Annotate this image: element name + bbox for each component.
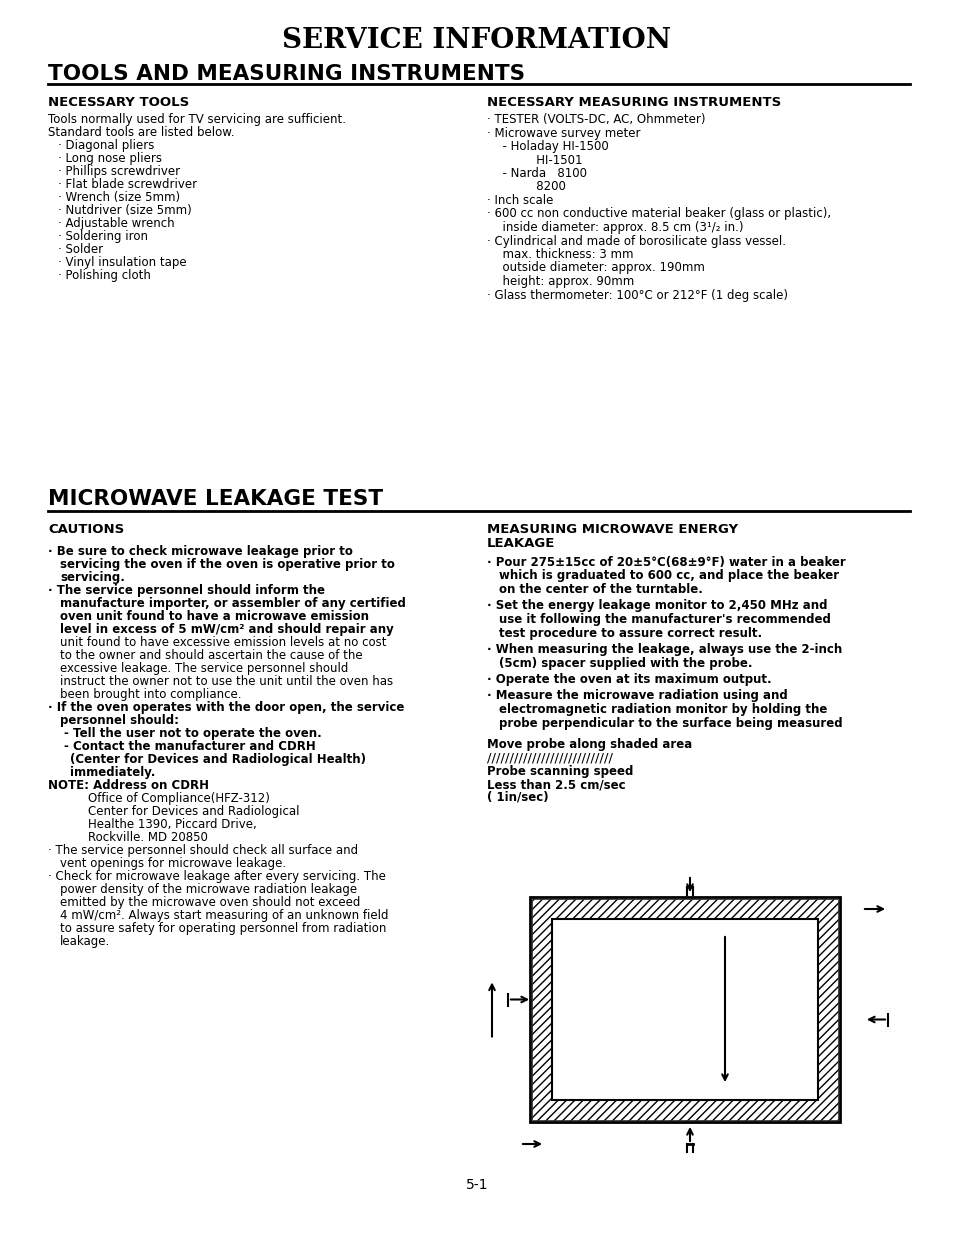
Text: Rockville. MD 20850: Rockville. MD 20850 (88, 831, 208, 844)
Text: manufacture importer, or assembler of any certified: manufacture importer, or assembler of an… (60, 597, 405, 610)
Text: · Long nose pliers: · Long nose pliers (58, 152, 162, 165)
Text: · Diagonal pliers: · Diagonal pliers (58, 139, 154, 152)
Text: ( 1in/sec): ( 1in/sec) (486, 790, 548, 804)
Text: 4 mW/cm². Always start measuring of an unknown field: 4 mW/cm². Always start measuring of an u… (60, 909, 388, 922)
Text: instruct the owner not to use the unit until the oven has: instruct the owner not to use the unit u… (60, 675, 393, 688)
Text: SERVICE INFORMATION: SERVICE INFORMATION (282, 27, 671, 54)
Text: TOOLS AND MEASURING INSTRUMENTS: TOOLS AND MEASURING INSTRUMENTS (48, 64, 524, 84)
Text: servicing the oven if the oven is operative prior to: servicing the oven if the oven is operat… (60, 558, 395, 571)
Text: excessive leakage. The service personnel should: excessive leakage. The service personnel… (60, 662, 348, 675)
Text: MEASURING MICROWAVE ENERGY: MEASURING MICROWAVE ENERGY (486, 523, 738, 536)
Text: NECESSARY MEASURING INSTRUMENTS: NECESSARY MEASURING INSTRUMENTS (486, 96, 781, 109)
Text: test procedure to assure correct result.: test procedure to assure correct result. (498, 626, 761, 640)
Text: servicing.: servicing. (60, 571, 125, 584)
Text: · Flat blade screwdriver: · Flat blade screwdriver (58, 178, 197, 190)
Text: Probe scanning speed: Probe scanning speed (486, 764, 633, 778)
Text: · Microwave survey meter: · Microwave survey meter (486, 126, 639, 140)
Text: (5cm) spacer supplied with the probe.: (5cm) spacer supplied with the probe. (498, 657, 752, 669)
Text: max. thickness: 3 mm: max. thickness: 3 mm (495, 247, 633, 261)
Text: · Adjustable wrench: · Adjustable wrench (58, 216, 174, 230)
Text: vent openings for microwave leakage.: vent openings for microwave leakage. (60, 857, 286, 870)
Text: on the center of the turntable.: on the center of the turntable. (498, 583, 702, 596)
Text: · Operate the oven at its maximum output.: · Operate the oven at its maximum output… (486, 673, 771, 687)
Text: · 600 cc non conductive material beaker (glass or plastic),: · 600 cc non conductive material beaker … (486, 208, 830, 220)
Text: unit found to have excessive emission levels at no cost: unit found to have excessive emission le… (60, 636, 386, 649)
Text: · Inch scale: · Inch scale (486, 194, 553, 207)
Text: · Soldering iron: · Soldering iron (58, 230, 148, 242)
Text: - Holaday HI-1500: - Holaday HI-1500 (495, 140, 608, 153)
Text: · Pour 275±15cc of 20±5°C(68±9°F) water in a beaker: · Pour 275±15cc of 20±5°C(68±9°F) water … (486, 555, 845, 569)
Text: · Wrench (size 5mm): · Wrench (size 5mm) (58, 190, 180, 204)
Text: oven unit found to have a microwave emission: oven unit found to have a microwave emis… (60, 610, 369, 623)
Text: · Glass thermometer: 100°C or 212°F (1 deg scale): · Glass thermometer: 100°C or 212°F (1 d… (486, 288, 787, 302)
Text: height: approx. 90mm: height: approx. 90mm (495, 275, 634, 288)
Text: (Center for Devices and Radiological Health): (Center for Devices and Radiological Hea… (70, 753, 366, 766)
Text: · Cylindrical and made of borosilicate glass vessel.: · Cylindrical and made of borosilicate g… (486, 235, 785, 247)
Text: · TESTER (VOLTS-DC, AC, Ohmmeter): · TESTER (VOLTS-DC, AC, Ohmmeter) (486, 113, 705, 126)
Text: - Narda   8100: - Narda 8100 (495, 167, 586, 181)
Text: power density of the microwave radiation leakage: power density of the microwave radiation… (60, 883, 356, 896)
Text: 8200: 8200 (495, 181, 565, 193)
Text: personnel should:: personnel should: (60, 714, 179, 727)
Text: been brought into compliance.: been brought into compliance. (60, 688, 241, 701)
Text: level in excess of 5 mW/cm² and should repair any: level in excess of 5 mW/cm² and should r… (60, 623, 394, 636)
Text: electromagnetic radiation monitor by holding the: electromagnetic radiation monitor by hol… (498, 703, 826, 716)
Text: - Tell the user not to operate the oven.: - Tell the user not to operate the oven. (64, 727, 321, 740)
Bar (532, 899, 837, 1119)
Text: · Set the energy leakage monitor to 2,450 MHz and: · Set the energy leakage monitor to 2,45… (486, 600, 826, 612)
Text: HI-1501: HI-1501 (495, 153, 582, 167)
Text: · When measuring the leakage, always use the 2-inch: · When measuring the leakage, always use… (486, 643, 841, 656)
Text: emitted by the microwave oven should not exceed: emitted by the microwave oven should not… (60, 896, 360, 909)
Text: · Be sure to check microwave leakage prior to: · Be sure to check microwave leakage pri… (48, 546, 353, 558)
Bar (552, 919, 817, 1100)
Text: Office of Compliance(HFZ-312): Office of Compliance(HFZ-312) (88, 792, 270, 805)
Text: immediately.: immediately. (70, 766, 155, 779)
Text: MICROWAVE LEAKAGE TEST: MICROWAVE LEAKAGE TEST (48, 489, 383, 508)
Text: Move probe along shaded area: Move probe along shaded area (486, 738, 692, 751)
Text: to assure safety for operating personnel from radiation: to assure safety for operating personnel… (60, 922, 386, 935)
Text: Tools normally used for TV servicing are sufficient.: Tools normally used for TV servicing are… (48, 113, 346, 126)
Text: · Solder: · Solder (58, 242, 103, 256)
Text: ////////////////////////////: //////////////////////////// (486, 752, 613, 764)
Text: NECESSARY TOOLS: NECESSARY TOOLS (48, 96, 189, 109)
Text: inside diameter: approx. 8.5 cm (3¹/₂ in.): inside diameter: approx. 8.5 cm (3¹/₂ in… (495, 221, 742, 234)
Text: LEAKAGE: LEAKAGE (486, 537, 555, 550)
Text: · The service personnel should inform the: · The service personnel should inform th… (48, 584, 325, 597)
Text: · Nutdriver (size 5mm): · Nutdriver (size 5mm) (58, 204, 192, 216)
Text: · Measure the microwave radiation using and: · Measure the microwave radiation using … (486, 689, 787, 703)
Text: outside diameter: approx. 190mm: outside diameter: approx. 190mm (495, 261, 704, 275)
Text: · The service personnel should check all surface and: · The service personnel should check all… (48, 844, 357, 857)
Text: probe perpendicular to the surface being measured: probe perpendicular to the surface being… (498, 716, 841, 730)
Text: · Phillips screwdriver: · Phillips screwdriver (58, 165, 180, 178)
Text: to the owner and should ascertain the cause of the: to the owner and should ascertain the ca… (60, 649, 362, 662)
Text: leakage.: leakage. (60, 935, 111, 948)
Text: 5-1: 5-1 (465, 1178, 488, 1192)
Text: · Vinyl insulation tape: · Vinyl insulation tape (58, 256, 187, 268)
Text: Standard tools are listed below.: Standard tools are listed below. (48, 126, 234, 139)
Text: use it following the manufacturer's recommended: use it following the manufacturer's reco… (498, 614, 830, 626)
Text: - Contact the manufacturer and CDRH: - Contact the manufacturer and CDRH (64, 740, 315, 753)
Text: Healthe 1390, Piccard Drive,: Healthe 1390, Piccard Drive, (88, 818, 256, 831)
Text: · Check for microwave leakage after every servicing. The: · Check for microwave leakage after ever… (48, 870, 385, 883)
Text: Center for Devices and Radiological: Center for Devices and Radiological (88, 805, 299, 818)
Text: NOTE: Address on CDRH: NOTE: Address on CDRH (48, 779, 209, 792)
Text: which is graduated to 600 cc, and place the beaker: which is graduated to 600 cc, and place … (498, 569, 839, 583)
Text: CAUTIONS: CAUTIONS (48, 523, 124, 536)
Bar (530, 897, 840, 1122)
Text: · If the oven operates with the door open, the service: · If the oven operates with the door ope… (48, 701, 404, 714)
Text: · Polishing cloth: · Polishing cloth (58, 268, 151, 282)
Text: Less than 2.5 cm/sec: Less than 2.5 cm/sec (486, 778, 625, 790)
